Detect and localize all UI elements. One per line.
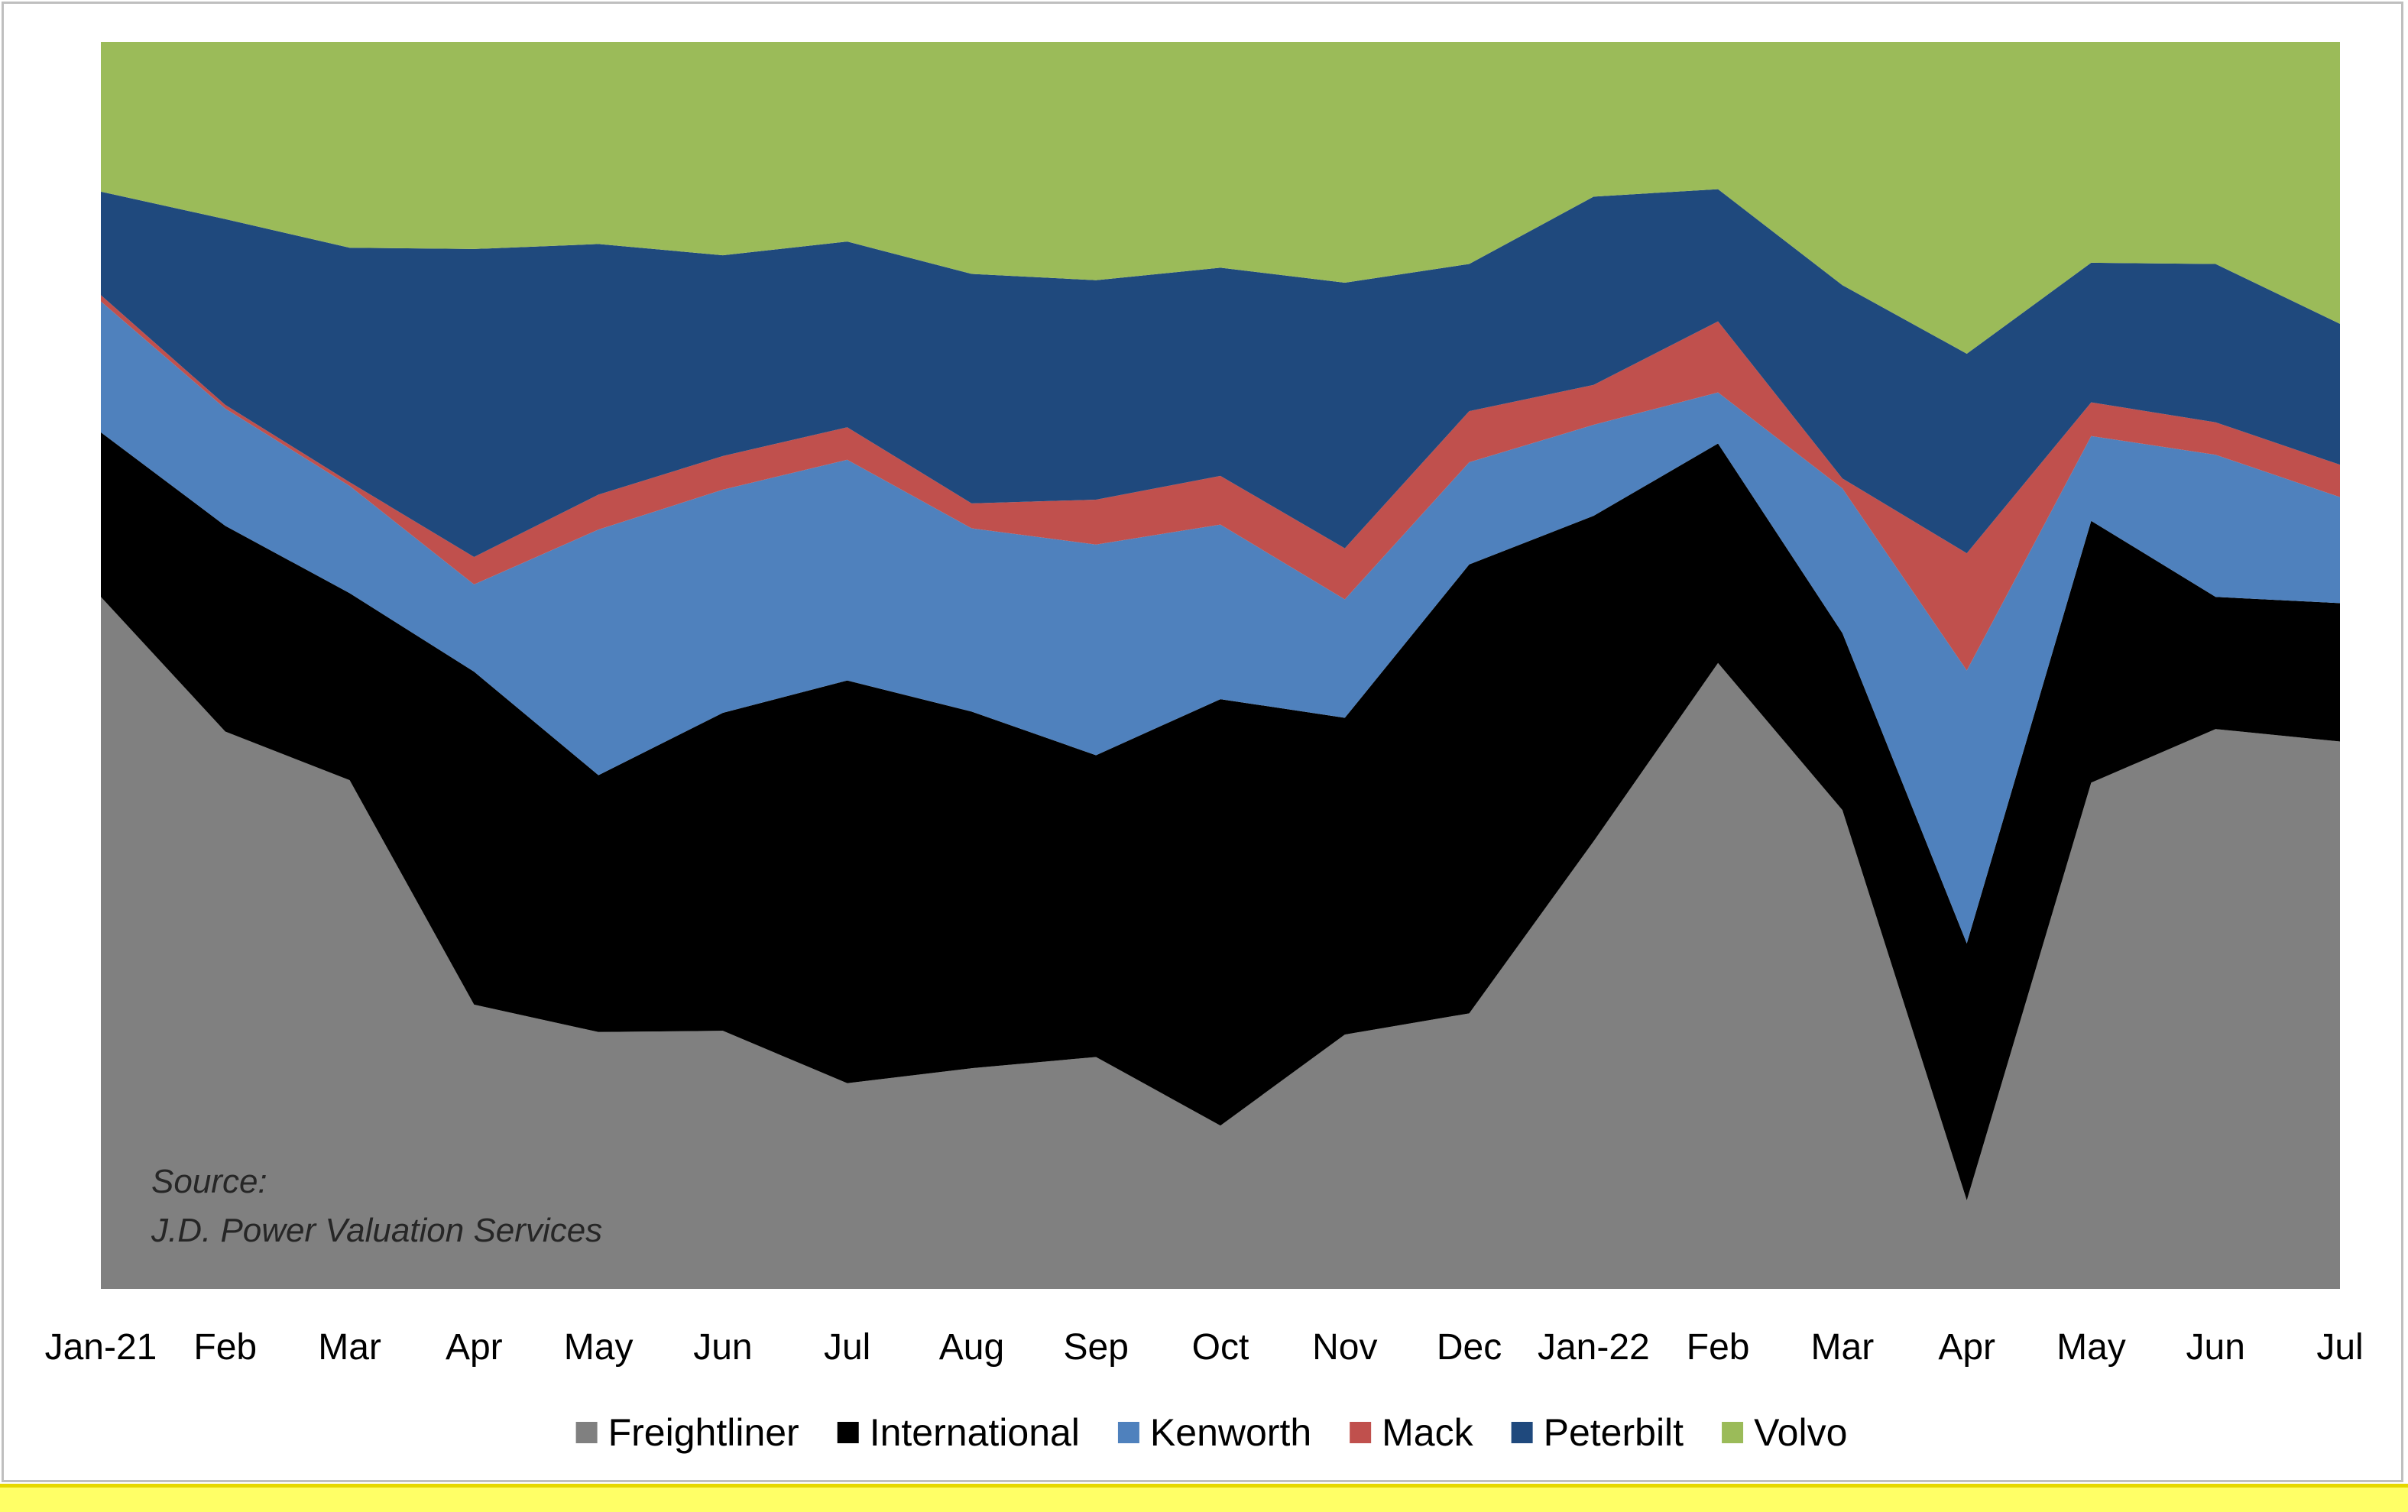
x-tick-label: Nov [1312,1327,1377,1368]
x-tick-label: Jul [2316,1327,2363,1368]
x-tick-label: Mar [1811,1327,1875,1368]
x-tick-label: Apr [446,1327,503,1368]
legend-swatch-volvo [1722,1422,1744,1443]
area-series-kenworth [101,301,2340,944]
x-tick-label: Jun [693,1327,752,1368]
legend-label-international: International [870,1411,1080,1454]
legend-label-mack: Mack [1382,1411,1473,1454]
x-tick-label: Jun [2186,1327,2245,1368]
legend-label-kenworth: Kenworth [1150,1411,1311,1454]
x-tick-label: Aug [939,1327,1004,1368]
x-tick-label: May [2056,1327,2126,1368]
x-tick-label: May [564,1327,634,1368]
x-tick-label: Apr [1938,1327,1995,1368]
x-tick-label: Feb [193,1327,257,1368]
area-series-mack [101,295,2340,671]
x-tick-label: Oct [1192,1327,1249,1368]
source-note: Source: J.D. Power Valuation Services [151,1163,602,1249]
source-label: Source: [151,1163,267,1200]
legend-swatch-international [837,1422,859,1443]
area-series-volvo [101,42,2340,354]
x-tick-label: Sep [1064,1327,1129,1368]
legend-swatch-mack [1350,1422,1372,1443]
legend: Freightliner International Kenworth Mack Pet… [575,1411,1847,1454]
area-series-peterbilt [101,189,2340,558]
legend-swatch-freightliner [575,1422,598,1443]
yellow-footer-bar [0,1484,2408,1512]
x-tick-label: Jan-21 [45,1327,157,1368]
plot-areas [101,42,2340,1289]
x-axis-tick-labels: Jan-21 Feb Mar Apr May Jun Jul Aug Sep Oct Nov Dec J… [45,1327,2364,1368]
legend-swatch-kenworth [1117,1422,1139,1443]
x-tick-label: Feb [1687,1327,1750,1368]
legend-swatch-peterbilt [1511,1422,1533,1443]
x-tick-label: Jan-22 [1538,1327,1650,1368]
x-tick-label: Mar [318,1327,381,1368]
x-tick-label: Dec [1437,1327,1502,1368]
area-series-international [101,432,2340,1201]
legend-label-peterbilt: Peterbilt [1544,1411,1684,1454]
legend-label-freightliner: Freightliner [608,1411,799,1454]
x-tick-label: Jul [824,1327,870,1368]
area-series-freightliner [101,597,2340,1289]
legend-label-volvo: Volvo [1754,1411,1847,1454]
source-name: J.D. Power Valuation Services [151,1212,602,1249]
